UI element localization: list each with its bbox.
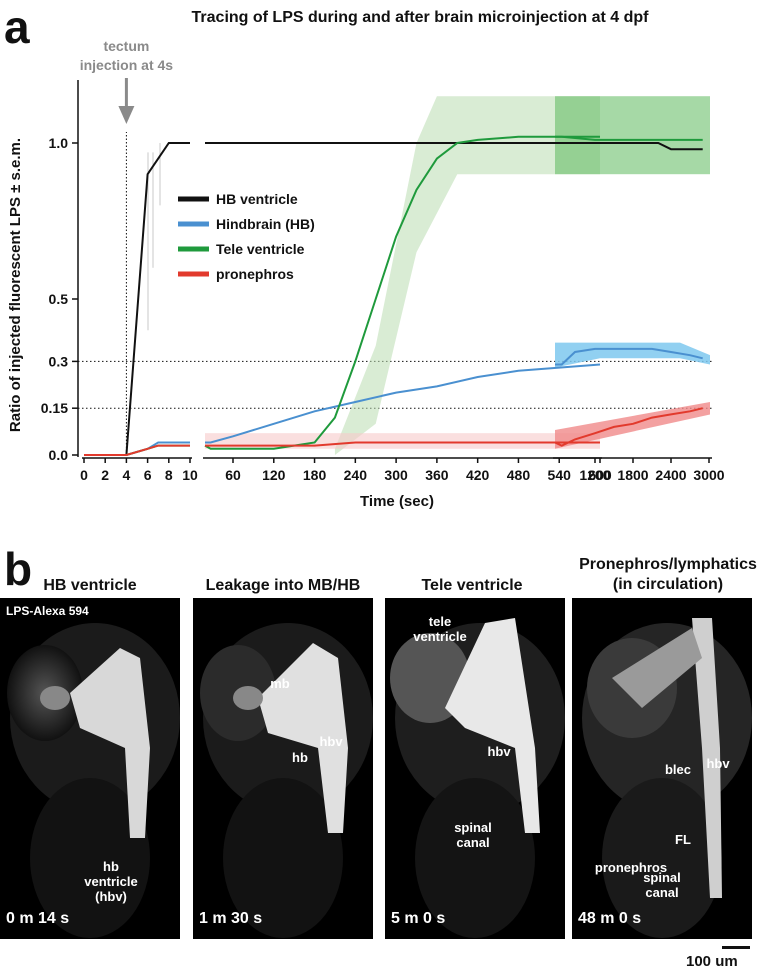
series-line-pronephros xyxy=(84,444,190,456)
legend-entry: Hindbrain (HB) xyxy=(216,216,315,232)
timestamp: 48 m 0 s xyxy=(578,910,642,927)
photo-4-title-line2: (in circulation) xyxy=(612,576,724,593)
x-tick-label: 3000 xyxy=(693,467,724,483)
tele-ventricle-band-late xyxy=(555,96,710,175)
label-blec: blec xyxy=(664,762,691,777)
micrograph-1m30s: mb hb hbv 1 m 30 s xyxy=(193,598,373,939)
label-hbv: hbv xyxy=(487,744,511,759)
y-tick-label: 1.0 xyxy=(49,135,69,151)
x-tick-label: 10 xyxy=(182,467,198,483)
larva-fluorescence-image xyxy=(390,618,565,938)
micrograph-0m14s: LPS-Alexa 594 hb ventricle (hbv) 0 m 14 … xyxy=(0,598,180,939)
x-tick-label: 2 xyxy=(101,467,109,483)
x-tick-label: 120 xyxy=(262,467,286,483)
injection-arrow-head xyxy=(118,106,135,124)
x-tick-label: 2400 xyxy=(655,467,686,483)
x-tick-label: 360 xyxy=(425,467,449,483)
x-tick-label: 540 xyxy=(548,467,572,483)
label-ventricle: ventricle xyxy=(84,874,138,889)
photo-3-title: Tele ventricle xyxy=(421,577,523,594)
y-tick-label: 0.3 xyxy=(49,353,69,369)
micrograph-5m0s: tele ventricle hbv spinal canal 5 m 0 s xyxy=(385,598,565,939)
y-tick-label: 0.5 xyxy=(49,291,69,307)
label-canal: canal xyxy=(645,885,679,900)
label-hbv: hbv xyxy=(319,734,343,749)
series-line-hindbrain-hb- xyxy=(205,363,601,444)
x-tick-label: 1800 xyxy=(617,467,648,483)
series-line-tele-ventricle xyxy=(84,444,190,456)
label-hb: hb xyxy=(292,750,308,765)
label-mb: mb xyxy=(270,676,290,691)
timestamp: 0 m 14 s xyxy=(6,910,70,927)
x-tick-label: 240 xyxy=(344,467,368,483)
label-canal: canal xyxy=(456,835,490,850)
photo-2-title: Leakage into MB/HB xyxy=(205,577,361,594)
series-line-pronephros xyxy=(554,407,703,447)
timestamp: 5 m 0 s xyxy=(391,910,446,927)
panel-b-letter: b xyxy=(4,543,33,595)
larva-fluorescence-image xyxy=(7,623,180,938)
larva-fluorescence-image xyxy=(582,618,752,938)
label-hbv: hbv xyxy=(706,756,730,771)
legend-entry: HB ventricle xyxy=(216,191,298,207)
series-line-hindbrain-hb- xyxy=(84,441,190,456)
stain-label: LPS-Alexa 594 xyxy=(6,604,89,618)
x-tick-label: 420 xyxy=(466,467,490,483)
micrograph-48m0s: blec hbv FL pronephros spinal canal 48 m… xyxy=(572,598,752,939)
series-line-hb-ventricle xyxy=(555,142,703,151)
label-spinal: spinal xyxy=(454,820,492,835)
y-axis-label: Ratio of injected fluorescent LPS ± s.e.… xyxy=(7,138,24,432)
x-tick-label: 6 xyxy=(144,467,152,483)
label-pronephros: pronephros xyxy=(594,860,668,875)
y-tick-label: 0.15 xyxy=(41,400,68,416)
annotation-line-2: injection at 4s xyxy=(80,57,174,73)
series-line-tele-ventricle xyxy=(204,135,600,450)
label-spinal: spinal xyxy=(643,870,681,885)
legend-entry: Tele ventricle xyxy=(216,241,305,257)
label-fl: FL xyxy=(675,832,691,847)
panel-a-letter: a xyxy=(4,1,30,53)
x-tick-label: 600 xyxy=(588,467,612,483)
x-tick-label: 1200 xyxy=(579,467,610,483)
x-tick-label: 60 xyxy=(225,467,241,483)
label-hbv: (hbv) xyxy=(95,889,127,904)
scale-bar-label: 100 um xyxy=(686,953,738,970)
scale-bar xyxy=(722,946,750,949)
annotation-line-1: tectum xyxy=(103,38,149,54)
larva-fluorescence-image xyxy=(200,623,373,938)
x-tick-label: 300 xyxy=(384,467,408,483)
series-line-hindbrain-hb- xyxy=(555,347,703,366)
label-ventricle: ventricle xyxy=(413,629,467,644)
x-tick-label: 180 xyxy=(303,467,327,483)
y-tick-label: 0.0 xyxy=(49,447,69,463)
label-hb: hb xyxy=(103,859,119,874)
x-axis-label: Time (sec) xyxy=(360,493,434,510)
series-line-tele-ventricle xyxy=(555,135,703,141)
x-tick-label: 4 xyxy=(123,467,131,483)
chart-title: Tracing of LPS during and after brain mi… xyxy=(192,9,650,26)
x-tick-label: 0 xyxy=(80,467,88,483)
series-line-pronephros xyxy=(205,441,600,447)
timestamp: 1 m 30 s xyxy=(199,910,263,927)
x-tick-label: 8 xyxy=(165,467,173,483)
photo-4-title-line1: Pronephros/lymphatics xyxy=(579,556,757,573)
legend-entry: pronephros xyxy=(216,266,294,282)
x-tick-label: 480 xyxy=(507,467,531,483)
label-tele: tele xyxy=(428,614,452,629)
lps-tracing-chart: Tracing of LPS during and after brain mi… xyxy=(7,9,725,510)
photo-1-title: HB ventricle xyxy=(43,577,137,594)
